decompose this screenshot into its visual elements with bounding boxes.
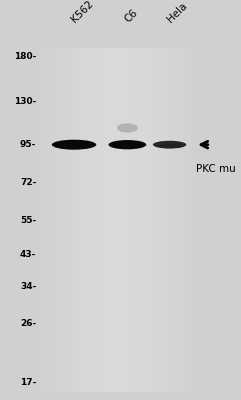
Text: 17-: 17- <box>20 378 36 386</box>
Ellipse shape <box>108 140 146 149</box>
Text: K562: K562 <box>70 0 95 24</box>
Text: 130-: 130- <box>14 97 36 106</box>
Text: C6: C6 <box>123 7 140 24</box>
Text: 55-: 55- <box>20 216 36 224</box>
Text: 34-: 34- <box>20 282 36 291</box>
Ellipse shape <box>59 144 90 148</box>
Text: PKC mu: PKC mu <box>196 164 236 174</box>
Bar <box>41 49 194 392</box>
Ellipse shape <box>158 144 181 147</box>
Ellipse shape <box>153 141 186 149</box>
Ellipse shape <box>117 123 138 133</box>
Ellipse shape <box>52 140 96 150</box>
Ellipse shape <box>114 144 141 148</box>
Text: 180-: 180- <box>14 52 36 61</box>
Text: 72-: 72- <box>20 178 36 188</box>
Text: 95-: 95- <box>20 140 36 149</box>
Text: 43-: 43- <box>20 250 36 258</box>
Text: 26-: 26- <box>20 319 36 328</box>
Text: Hela: Hela <box>165 0 189 24</box>
